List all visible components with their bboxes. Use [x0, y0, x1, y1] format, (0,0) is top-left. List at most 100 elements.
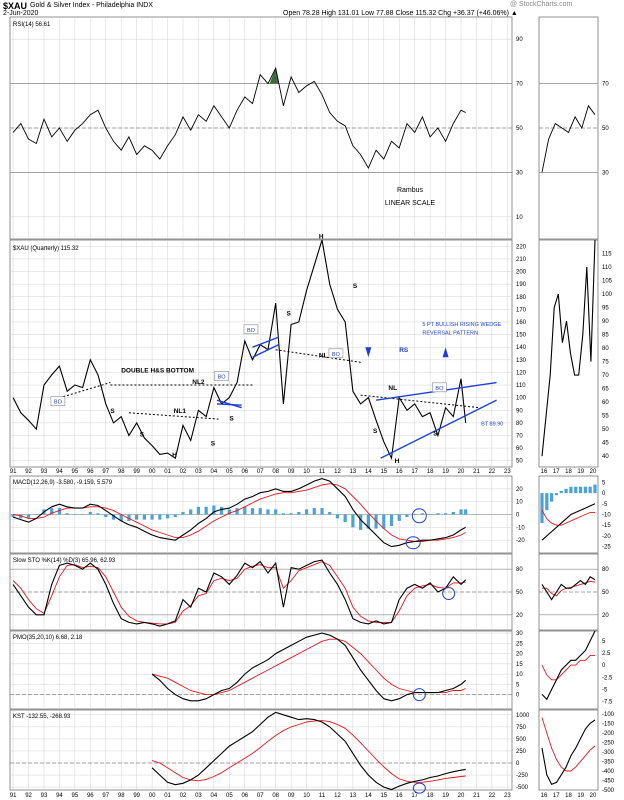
y-tick-label: 50	[516, 590, 523, 596]
side-y-tick-label: -7.5	[602, 700, 613, 706]
macd-histogram-bar	[274, 509, 278, 515]
macd-histogram-bar	[304, 509, 309, 515]
x-tick-label: 21	[473, 469, 480, 475]
x-tick-label: 12	[334, 469, 341, 475]
side-x-tick-label: 17	[553, 469, 560, 475]
macd-histogram-bar	[111, 514, 116, 520]
macd-histogram-bar	[189, 509, 193, 515]
x-tick-label-bottom: 11	[319, 793, 326, 799]
x-tick-label-bottom: 13	[350, 793, 357, 799]
side-y-tick-label: 60	[602, 400, 609, 406]
side-macd-histogram-bar	[593, 484, 597, 494]
y-tick-label: 20	[516, 487, 523, 493]
macd-histogram-bar	[420, 513, 425, 515]
macd-histogram-bar	[104, 514, 108, 518]
x-tick-label-bottom: 97	[102, 793, 109, 799]
y-tick-label: -500	[516, 785, 529, 791]
wedge-note-line2: REVERSAL PATTERN	[422, 331, 478, 337]
side-y-tick-label: 90	[602, 319, 609, 325]
x-tick-label: 91	[10, 469, 17, 475]
side-y-tick-label: 5	[602, 480, 606, 486]
macd-histogram-bar	[266, 509, 270, 515]
x-tick-label-bottom: 14	[365, 793, 372, 799]
macd-circle-2	[411, 508, 427, 524]
macd-line	[12, 478, 466, 548]
side-y-tick-label: 45	[602, 441, 609, 447]
x-tick-label-bottom: 00	[149, 793, 156, 799]
macd-histogram-bar	[196, 506, 201, 515]
x-tick-label: 04	[211, 469, 218, 475]
y-tick-label: 110	[516, 383, 526, 389]
macd-histogram-bar	[464, 509, 468, 515]
side-y-tick-label: 95	[602, 306, 609, 312]
y-tick-label: 70	[516, 82, 523, 88]
macd-histogram-bar	[328, 511, 332, 515]
x-tick-label: 16	[396, 469, 403, 475]
macd-histogram-bar	[165, 514, 170, 519]
index-name: Gold & Silver Index - Philadelphia INDX	[30, 2, 153, 9]
x-tick-label: 14	[365, 469, 372, 475]
scale-note-label: LINEAR SCALE	[385, 200, 436, 207]
nl1-label: NL1	[174, 408, 187, 415]
side-macd-histogram-bar	[554, 493, 559, 496]
wedge-note-line1: 5 PT BULLISH RISING WEDGE	[422, 322, 501, 328]
side-x-tick-label-bottom: 19	[577, 793, 584, 799]
side-macd-histogram-bar	[550, 493, 554, 502]
y-tick-label: 50	[516, 459, 523, 465]
y-tick-label: 30	[516, 170, 523, 176]
macd-histogram-bar	[73, 514, 77, 515]
shoulder-label-6: S	[353, 283, 358, 290]
x-tick-label: 06	[241, 469, 248, 475]
y-tick-label: 80	[516, 567, 523, 573]
macd-histogram-bar	[397, 514, 401, 521]
y-tick-label: 220	[516, 244, 527, 250]
wedge-line-2	[216, 403, 242, 406]
macd-histogram-bar	[451, 511, 455, 515]
up-arrow-icon	[442, 347, 449, 358]
x-tick-label: 99	[133, 469, 140, 475]
bo-label-2-box	[214, 371, 229, 381]
y-tick-label: 20	[516, 613, 523, 619]
macd-histogram-bar	[243, 506, 247, 515]
macd-histogram-bar	[34, 514, 38, 515]
bo-label-4: BO	[332, 352, 341, 358]
x-tick-label: 92	[25, 469, 32, 475]
x-tick-label: 17	[411, 469, 418, 475]
side-panel-frame-kst	[538, 709, 599, 791]
x-tick-label-bottom: 21	[473, 793, 480, 799]
side-x-tick-label-bottom: 17	[553, 793, 560, 799]
y-tick-label: 170	[516, 307, 527, 313]
x-tick-label: 02	[180, 469, 187, 475]
y-tick-label: 100	[516, 396, 527, 402]
watermark: @ StockCharts.com	[510, 1, 573, 8]
side-pmo-line	[541, 630, 596, 701]
macd-histogram-bar	[26, 514, 31, 519]
y-tick-label: 15	[516, 662, 523, 668]
side-x-tick-label-bottom: 20	[590, 793, 597, 799]
x-tick-label: 15	[380, 469, 387, 475]
x-tick-label: 00	[149, 469, 156, 475]
side-x-tick-label-bottom: 18	[565, 793, 572, 799]
macd-histogram-bar	[173, 514, 177, 518]
ohlc-readout: Open 78.28 High 131.01 Low 77.88 Close 1…	[283, 10, 518, 17]
y-tick-label: 250	[516, 749, 527, 755]
side-y-tick-label: -20	[602, 534, 611, 540]
macd-histogram-bar	[343, 514, 347, 523]
head-label-2: H	[319, 234, 324, 241]
bo-label-2: BO	[218, 374, 227, 380]
x-tick-label-bottom: 94	[56, 793, 63, 799]
y-tick-label: 25	[516, 641, 523, 647]
macd-histogram-bar	[181, 511, 185, 515]
side-y-tick-label: -450	[602, 778, 615, 784]
kst-signal-line	[151, 720, 466, 783]
x-tick-label-bottom: 98	[118, 793, 125, 799]
x-tick-label-bottom: 08	[272, 793, 279, 799]
y-tick-label: 10	[516, 215, 523, 221]
macd-histogram-bar	[150, 514, 154, 520]
x-tick-label-bottom: 22	[489, 793, 496, 799]
y-tick-label: 5	[516, 682, 520, 688]
x-tick-label-bottom: 02	[180, 793, 187, 799]
side-y-tick-label: 100	[602, 292, 613, 298]
y-tick-label: 160	[516, 320, 527, 326]
